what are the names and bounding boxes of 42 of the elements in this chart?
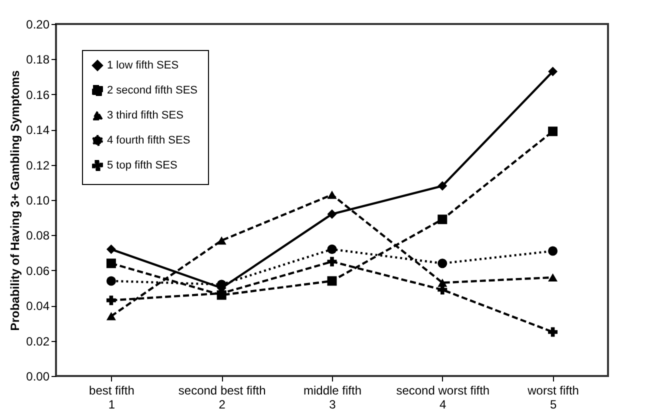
legend-label: 1 low fifth SES: [107, 60, 179, 72]
y-tick-label: 0.14: [26, 123, 50, 138]
y-tick-label: 0.10: [26, 194, 50, 208]
y-tick-label: 0.02: [26, 334, 50, 348]
point: [216, 236, 226, 245]
point: [327, 209, 337, 219]
y-tick-label: 0.18: [26, 52, 50, 67]
point: [106, 244, 116, 254]
x-tick-label: best fifth 1: [89, 384, 134, 410]
legend-label: 5 top fifth SES: [107, 160, 178, 172]
point: [327, 244, 337, 254]
legend-label: 3 third fifth SES: [107, 110, 184, 122]
point: [106, 312, 116, 320]
point: [327, 256, 337, 266]
y-tick-label: 0.08: [26, 228, 50, 243]
point: [438, 214, 448, 224]
point: [106, 258, 116, 268]
point: [106, 296, 116, 306]
point: [327, 190, 337, 199]
x-tick-label: second worst fifth 4: [396, 384, 490, 410]
legend-label: 2 second fifth SES: [107, 84, 198, 96]
legend-label: 4 fourth fifth SES: [107, 134, 190, 146]
x-tick-label: middle fifth 3: [303, 384, 362, 410]
y-tick-label: 0.04: [26, 299, 50, 314]
y-tick-label: 0.00: [26, 370, 50, 384]
y-axis-title: Probability of Having 3+ Gambling Symptoms: [8, 70, 22, 331]
point: [548, 273, 558, 282]
point: [438, 285, 448, 295]
point: [548, 126, 558, 136]
point: [106, 276, 116, 286]
point: [327, 276, 337, 286]
point: [438, 258, 448, 268]
point: [548, 66, 558, 76]
y-tick-label: 0.20: [26, 18, 50, 32]
point: [548, 246, 558, 256]
x-tick-label: second best fifth 2: [178, 384, 266, 410]
y-tick-label: 0.06: [26, 264, 50, 278]
y-tick-label: 0.16: [26, 88, 50, 102]
x-tick-label: worst fifth 5: [526, 384, 579, 410]
point: [548, 327, 558, 337]
point: [438, 181, 448, 191]
y-tick-label: 0.12: [26, 158, 50, 172]
